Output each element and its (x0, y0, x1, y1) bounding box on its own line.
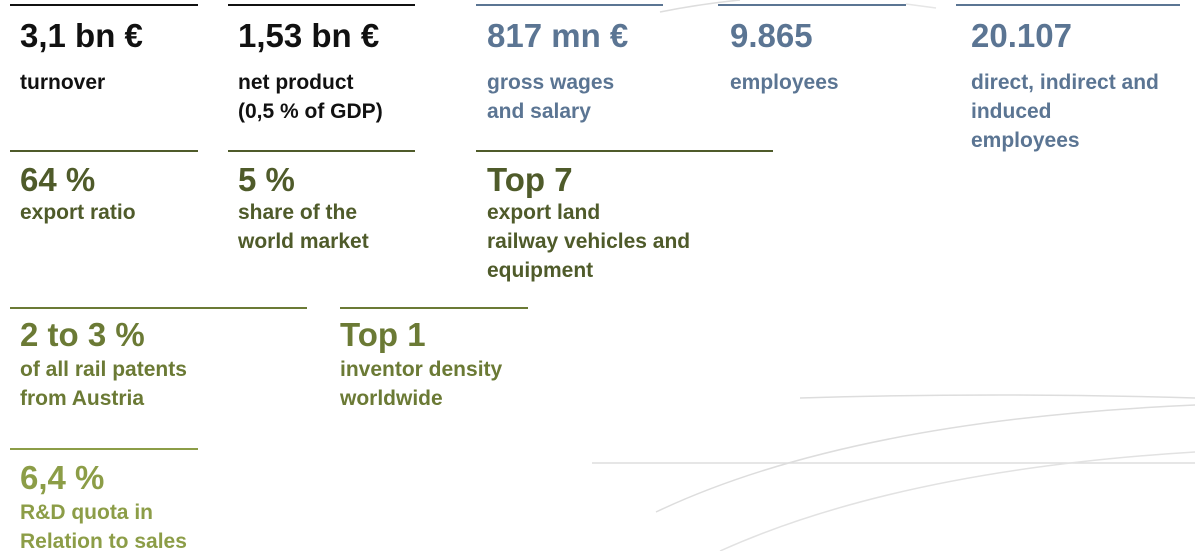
stat-label: (0,5 % of GDP) (238, 100, 383, 123)
stat-label: world market (238, 230, 369, 253)
stat-label: equipment (487, 259, 594, 282)
stat-value: Top 1 (340, 316, 426, 353)
rule (956, 4, 1180, 6)
rule (340, 307, 528, 309)
rule (228, 150, 415, 152)
stat-value: 64 % (20, 161, 96, 198)
stat-label: gross wages (487, 71, 615, 94)
rule (10, 4, 198, 6)
stat-label: and salary (487, 100, 591, 123)
stat-label: Relation to sales (20, 530, 187, 551)
rule (718, 4, 906, 6)
stat-label: turnover (20, 71, 106, 94)
stat-label: worldwide (340, 387, 443, 410)
rule (228, 4, 415, 6)
stat-label: from Austria (20, 387, 145, 410)
stat-label: share of the (238, 201, 358, 224)
stat-value: 20.107 (971, 17, 1072, 54)
stat-value: 817 mn € (487, 17, 629, 54)
stat-label: inventor density (340, 358, 503, 381)
rule (10, 150, 198, 152)
stat-value: Top 7 (487, 161, 573, 198)
rule (10, 307, 307, 309)
stat-label: induced (971, 100, 1052, 123)
stat-label: of all rail patents (20, 358, 187, 381)
rule (476, 150, 773, 152)
stat-value: 6,4 % (20, 459, 105, 496)
stat-label: export land (487, 201, 601, 224)
stat-label: net product (238, 71, 354, 94)
stat-label: R&D quota in (20, 501, 153, 524)
stat-value: 2 to 3 % (20, 316, 145, 353)
rule (10, 448, 198, 450)
stat-value: 1,53 bn € (238, 17, 380, 54)
stat-label: export ratio (20, 201, 136, 224)
stat-value: 3,1 bn € (20, 17, 143, 54)
stat-value: 5 % (238, 161, 295, 198)
stat-label: direct, indirect and (971, 71, 1159, 94)
rule (476, 4, 663, 6)
stat-label: railway vehicles and (487, 230, 691, 253)
stat-label: employees (730, 71, 839, 94)
stat-label: employees (971, 129, 1080, 152)
stat-value: 9.865 (730, 17, 813, 54)
